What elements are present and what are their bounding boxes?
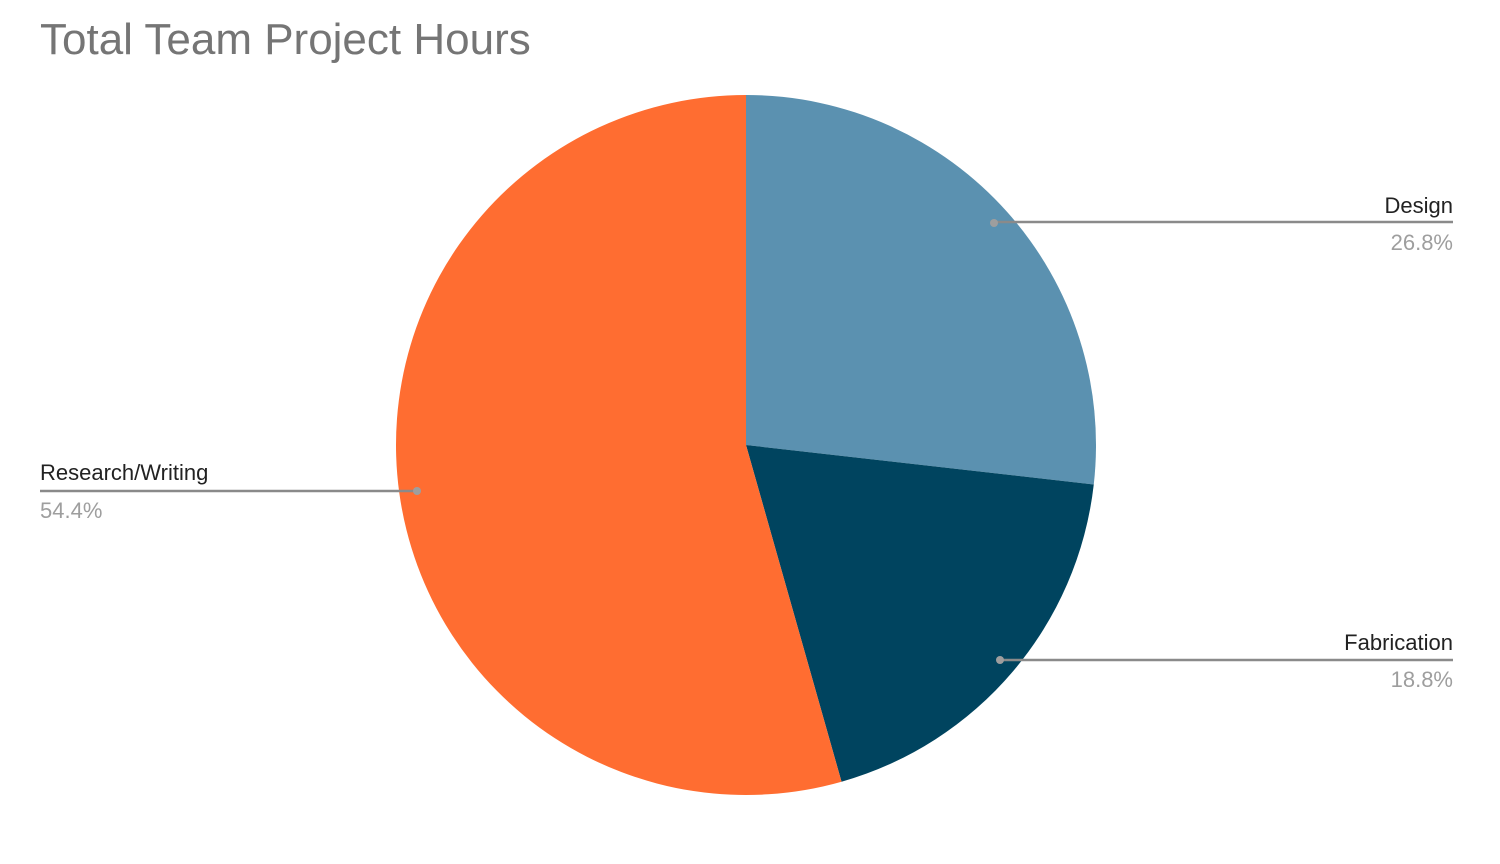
- label-fabrication: Fabrication: [1344, 630, 1453, 655]
- percent-research-writing: 54.4%: [40, 498, 102, 523]
- chart-title: Total Team Project Hours: [40, 15, 531, 64]
- leader-dot-research-writing: [413, 487, 421, 495]
- labels: Design 26.8% Fabrication 18.8% Research/Writ…: [40, 193, 1453, 692]
- slice-fabrication: [746, 445, 1094, 782]
- leader-dot-design: [990, 219, 998, 227]
- slice-design: [746, 95, 1096, 485]
- percent-fabrication: 18.8%: [1391, 667, 1453, 692]
- label-design: Design: [1385, 193, 1453, 218]
- slices: [396, 95, 1096, 795]
- percent-design: 26.8%: [1391, 230, 1453, 255]
- label-research-writing: Research/Writing: [40, 460, 208, 485]
- slice-research-writing: [396, 95, 842, 795]
- leader-dot-fabrication: [996, 656, 1004, 664]
